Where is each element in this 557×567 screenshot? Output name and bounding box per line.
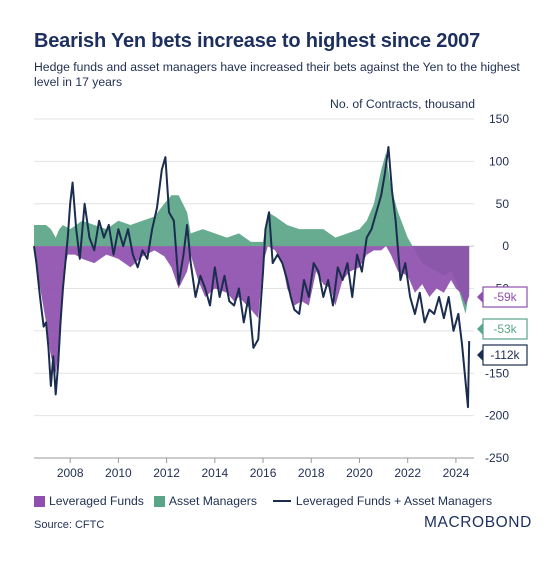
series-area-asset-managers (34, 152, 470, 314)
end-label-text: -53k (493, 322, 517, 336)
end-label-pointer (477, 291, 483, 303)
end-label-asset: -53k (477, 318, 528, 340)
legend-item-leveraged: Leveraged Funds (34, 494, 144, 508)
series-line-combined (33, 145, 471, 409)
end-label-text: -112k (490, 348, 520, 362)
x-tick-label: 2008 (57, 466, 84, 480)
series-area-leveraged-funds (34, 246, 470, 374)
x-tick-label: 2012 (153, 466, 180, 480)
y-tick-label: -200 (485, 409, 509, 423)
end-label-leveraged: -59k (477, 286, 528, 308)
brand-logo: MACROBOND (424, 514, 532, 531)
legend-label-combined: Leveraged Funds + Asset Managers (295, 494, 493, 508)
end-label-pointer (477, 349, 483, 361)
chart-subtitle: Hedge funds and asset managers have incr… (34, 60, 520, 89)
y-tick-label: 150 (489, 112, 509, 126)
legend-swatch-leveraged (34, 495, 45, 507)
y-tick-label: 50 (496, 197, 510, 211)
legend-item-asset: Asset Managers (153, 494, 257, 508)
x-tick-label: 2010 (105, 466, 132, 480)
chart-legend: Leveraged Funds Asset Managers Leveraged… (34, 494, 494, 508)
end-label-pointer (477, 323, 483, 335)
source-note: Source: CFTC (34, 519, 105, 531)
x-tick-label: 2016 (250, 466, 277, 480)
legend-swatch-asset (153, 495, 165, 507)
legend-label-leveraged: Leveraged Funds (49, 494, 144, 508)
y-tick-label: -150 (485, 366, 509, 380)
chart-title: Bearish Yen bets increase to highest sin… (34, 30, 481, 52)
legend-item-combined: Leveraged Funds + Asset Managers (263, 494, 492, 508)
end-label-text: -59k (493, 290, 517, 304)
x-tick-label: 2024 (443, 466, 470, 480)
legend-line-combined (272, 500, 291, 502)
y-tick-label: -250 (485, 451, 509, 465)
end-label-combined: -112k (477, 344, 528, 366)
x-tick-label: 2014 (201, 466, 228, 480)
y-axis-unit-label: No. of Contracts, thousand (330, 97, 475, 111)
end-label-box (482, 286, 528, 308)
x-tick-label: 2022 (394, 466, 421, 480)
legend-label-asset: Asset Managers (168, 494, 257, 508)
y-tick-label: 100 (489, 154, 509, 168)
x-tick-label: 2018 (298, 466, 325, 480)
y-tick-label: 0 (502, 239, 509, 253)
end-label-box (482, 344, 528, 366)
end-label-box (482, 318, 528, 340)
x-tick-label: 2020 (346, 466, 373, 480)
